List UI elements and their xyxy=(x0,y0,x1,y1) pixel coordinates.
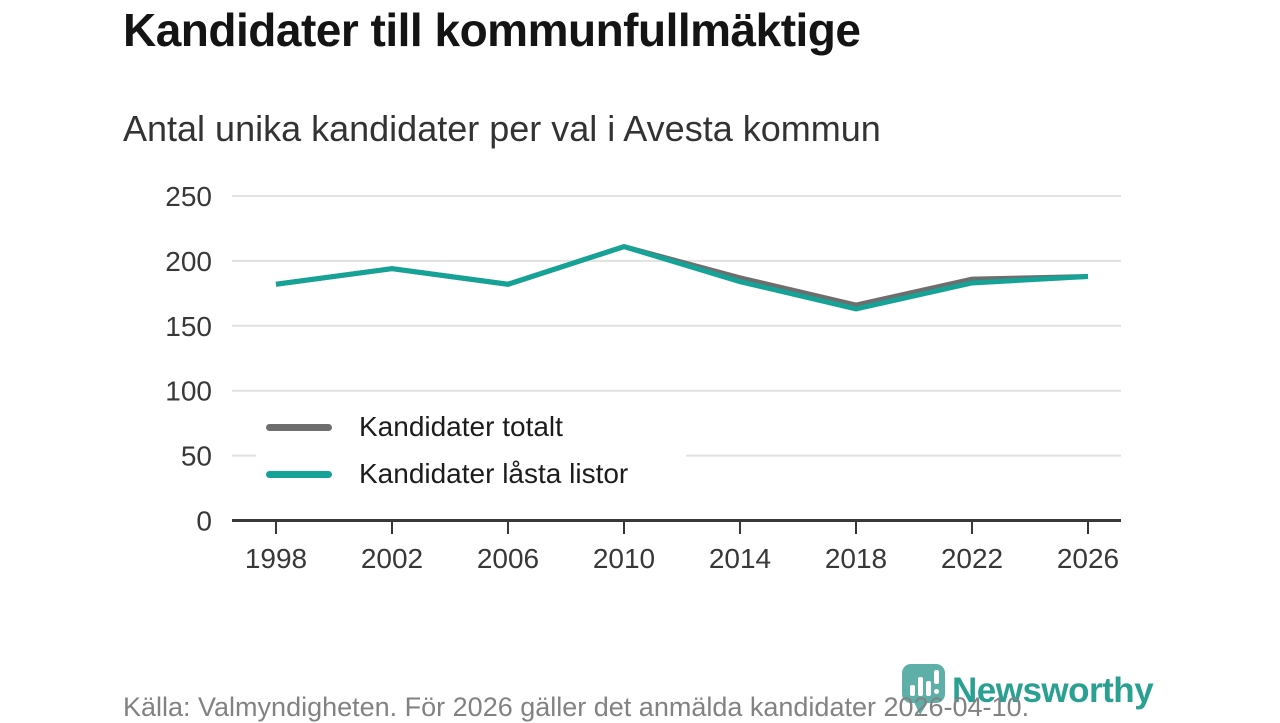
chart-subtitle: Antal unika kandidater per val i Avesta … xyxy=(123,108,881,149)
legend-item-locked-lists: Kandidater låsta listor xyxy=(256,457,686,491)
legend-label-locked-lists: Kandidater låsta listor xyxy=(359,458,629,489)
y-tick-label-150: 150 xyxy=(165,311,212,342)
legend-item-total: Kandidater totalt xyxy=(256,410,686,444)
x-tick-label-2010: 2010 xyxy=(593,543,655,574)
series-line-total xyxy=(275,244,1089,308)
y-tick-label-250: 250 xyxy=(165,181,212,212)
series-line-locked-lists xyxy=(275,244,1089,312)
bar-chart-speech-bubble-icon xyxy=(902,664,945,715)
x-tick-label-1998: 1998 xyxy=(245,543,307,574)
page-title: Kandidater till kommunfullmäktige xyxy=(123,4,861,56)
source-note: Källa: Valmyndigheten. För 2026 gäller d… xyxy=(123,692,1030,722)
line-chart: 0 50 100 150 200 250 1998 2002 2006 2010 2014 2018 2… xyxy=(165,181,1121,574)
x-tick-label-2026: 2026 xyxy=(1057,543,1119,574)
legend-swatch-locked-lists xyxy=(266,470,332,478)
y-tick-label-50: 50 xyxy=(181,441,212,472)
x-tick-label-2022: 2022 xyxy=(941,543,1003,574)
y-tick-label-100: 100 xyxy=(165,376,212,407)
y-tick-label-200: 200 xyxy=(165,246,212,277)
newsworthy-logo: Newsworthy xyxy=(901,663,1161,720)
y-tick-label-0: 0 xyxy=(196,506,212,537)
legend-swatch-total xyxy=(266,423,332,431)
x-tick-label-2014: 2014 xyxy=(709,543,771,574)
legend-label-total: Kandidater totalt xyxy=(359,411,563,442)
newsworthy-wordmark: Newsworthy xyxy=(952,671,1154,710)
legend: Kandidater totalt Kandidater låsta listo… xyxy=(256,400,686,492)
x-tick-label-2006: 2006 xyxy=(477,543,539,574)
x-tick-label-2018: 2018 xyxy=(825,543,887,574)
x-tick-label-2002: 2002 xyxy=(361,543,423,574)
